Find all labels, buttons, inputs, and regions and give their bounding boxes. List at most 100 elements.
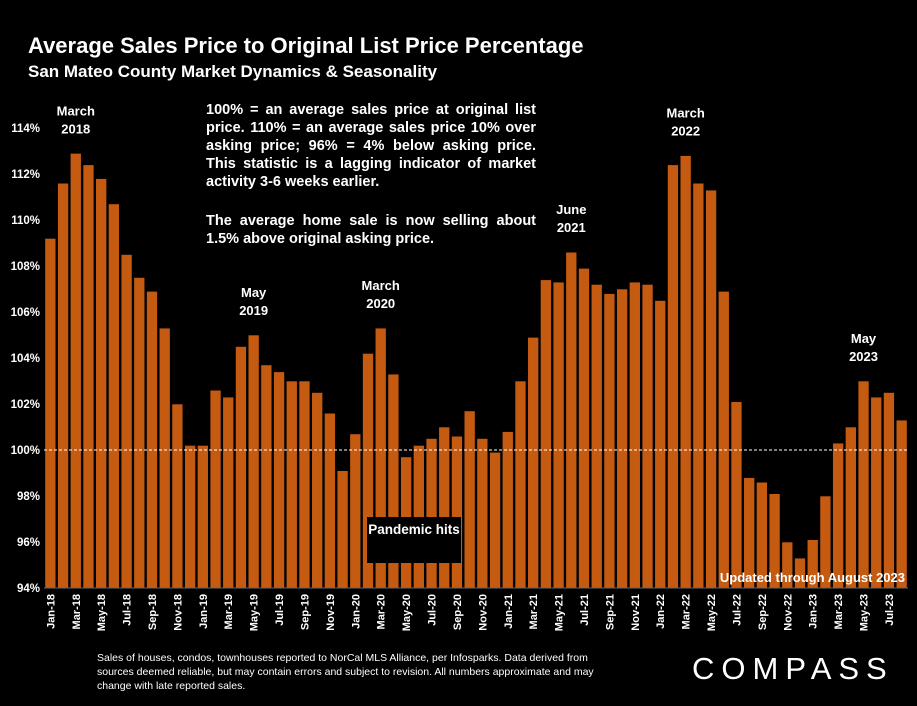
bar bbox=[171, 403, 184, 589]
x-tick-label: Mar-20 bbox=[376, 594, 388, 629]
bar bbox=[857, 380, 870, 589]
y-tick-label: 108% bbox=[11, 261, 40, 273]
y-tick-label: 110% bbox=[11, 215, 40, 227]
bar bbox=[705, 189, 717, 589]
x-tick-label: Nov-20 bbox=[477, 594, 489, 631]
y-tick-label: 96% bbox=[17, 537, 40, 549]
x-tick-label: Sep-21 bbox=[604, 594, 616, 630]
bar-chart: 94% 96% 98% 100% 102% 104% 106% 108% 110% 112% 114… bbox=[11, 103, 908, 631]
bar bbox=[44, 238, 57, 589]
bar bbox=[451, 435, 463, 589]
bar bbox=[629, 281, 641, 589]
bar bbox=[336, 470, 349, 589]
bar bbox=[158, 327, 171, 589]
chart-title: Average Sales Price to Original List Pri… bbox=[28, 33, 584, 58]
y-tick-label: 100% bbox=[11, 445, 40, 457]
bar bbox=[184, 445, 196, 589]
x-tick-label: Jan-19 bbox=[198, 594, 210, 629]
bar bbox=[463, 410, 476, 589]
bar bbox=[603, 293, 616, 589]
bar bbox=[95, 178, 107, 589]
bar bbox=[489, 451, 501, 589]
peak-annotation: May 2023 bbox=[849, 331, 878, 364]
chart-subtitle: San Mateo County Market Dynamics & Seaso… bbox=[28, 62, 438, 81]
x-tick-label: Jan-23 bbox=[808, 594, 820, 629]
bar bbox=[552, 281, 565, 589]
bar bbox=[895, 419, 908, 589]
x-tick-label: May-20 bbox=[401, 594, 413, 631]
bar bbox=[285, 380, 298, 589]
bar bbox=[298, 380, 311, 589]
x-tick-label: Jan-22 bbox=[655, 594, 667, 629]
bar bbox=[501, 431, 514, 589]
y-tick-label: 94% bbox=[17, 583, 40, 595]
x-tick-label: Sep-18 bbox=[147, 594, 159, 630]
bar bbox=[133, 277, 146, 589]
bar bbox=[57, 182, 69, 589]
bar bbox=[349, 433, 362, 589]
x-tick-label: Mar-18 bbox=[71, 594, 83, 629]
y-tick-label: 104% bbox=[11, 353, 40, 365]
bar bbox=[146, 290, 158, 589]
x-tick-label: Mar-19 bbox=[223, 594, 235, 629]
bar bbox=[641, 284, 654, 589]
compass-logo: COMPASS bbox=[692, 651, 894, 686]
y-tick-label: 102% bbox=[11, 399, 40, 411]
bar bbox=[108, 203, 120, 589]
x-tick-label: May-23 bbox=[859, 594, 871, 631]
bar bbox=[311, 392, 323, 589]
peak-annotation: June 2021 bbox=[556, 202, 586, 235]
bar bbox=[120, 254, 133, 589]
x-tick-label: May-21 bbox=[554, 594, 566, 631]
bar bbox=[324, 412, 336, 589]
x-tick-label: Mar-22 bbox=[681, 594, 693, 629]
x-tick-label: Jul-19 bbox=[274, 594, 286, 626]
x-tick-label: May-22 bbox=[706, 594, 718, 631]
x-tick-label: Nov-18 bbox=[172, 594, 184, 631]
source-footnote: Sales of houses, condos, townhouses repo… bbox=[97, 652, 594, 692]
bar bbox=[476, 438, 489, 589]
x-tick-label: Jan-20 bbox=[350, 594, 362, 629]
x-tick-label: Nov-21 bbox=[630, 594, 642, 631]
bar bbox=[870, 396, 883, 589]
peak-annotation: March 2018 bbox=[57, 103, 95, 136]
y-tick-label: 106% bbox=[11, 307, 40, 319]
definition-note: 100% = an average sales price at origina… bbox=[206, 102, 536, 190]
bar bbox=[845, 426, 857, 589]
bar bbox=[832, 442, 844, 589]
bar bbox=[197, 445, 209, 589]
x-tick-label: Nov-19 bbox=[325, 594, 337, 631]
current-status-note: The average home sale is now selling abo… bbox=[206, 213, 536, 247]
bar bbox=[667, 164, 679, 589]
x-tick-label: Sep-20 bbox=[452, 594, 464, 630]
bar bbox=[679, 155, 692, 589]
bar bbox=[425, 438, 438, 589]
x-tick-label: Sep-19 bbox=[299, 594, 311, 630]
bar bbox=[565, 251, 578, 589]
bar bbox=[540, 279, 552, 589]
x-tick-label: May-19 bbox=[249, 594, 261, 631]
bar bbox=[692, 182, 705, 589]
bar bbox=[730, 401, 743, 589]
x-tick-label: Jul-22 bbox=[731, 594, 743, 626]
x-tick-label: Jul-21 bbox=[579, 594, 591, 626]
peak-annotation: March 2020 bbox=[362, 278, 400, 311]
x-tick-label: Jul-18 bbox=[122, 594, 134, 626]
bar bbox=[578, 267, 590, 589]
bar bbox=[438, 426, 450, 589]
bar bbox=[654, 300, 667, 589]
bar bbox=[717, 290, 730, 589]
bar bbox=[209, 389, 222, 589]
peak-annotation: May 2019 bbox=[239, 285, 268, 318]
bar bbox=[273, 371, 285, 589]
bar bbox=[247, 334, 260, 589]
bar bbox=[527, 336, 539, 589]
x-tick-label: Sep-22 bbox=[757, 594, 769, 630]
bar bbox=[235, 346, 247, 589]
bar bbox=[222, 396, 235, 589]
peak-annotation: March 2022 bbox=[667, 106, 705, 139]
bar bbox=[82, 164, 95, 589]
y-tick-label: 112% bbox=[11, 169, 40, 181]
x-tick-label: Jan-21 bbox=[503, 594, 515, 629]
x-tick-label: Mar-23 bbox=[833, 594, 845, 629]
